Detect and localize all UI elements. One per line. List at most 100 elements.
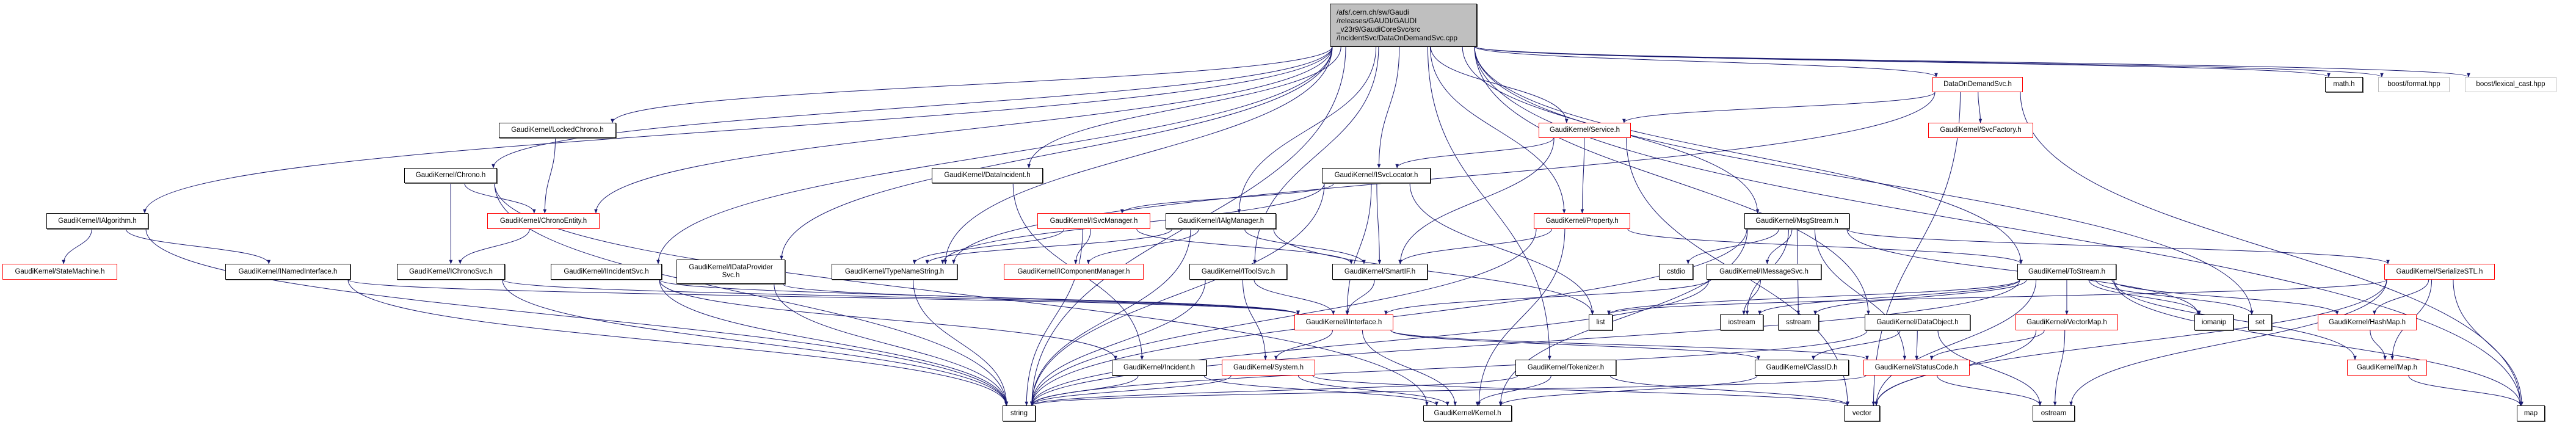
node-label: GaudiKernel/Tokenizer.h bbox=[1527, 363, 1605, 371]
node-maph[interactable]: GaudiKernel/Map.h bbox=[2347, 360, 2427, 376]
node-root[interactable]: /afs/.cern.ch/sw/Gaudi/releases/GAUDI/GA… bbox=[1330, 4, 1477, 46]
edge-chronoentity-to-ichronosvc bbox=[458, 228, 530, 264]
edge-service-to-smartif bbox=[1398, 137, 1555, 264]
edge-isvclocator-to-smartif bbox=[1376, 183, 1382, 264]
edge-imessagesvc-to-string bbox=[1030, 279, 1710, 406]
edge-chrono-to-chronoentity bbox=[464, 183, 536, 214]
node-tostream[interactable]: GaudiKernel/ToStream.h bbox=[2017, 264, 2116, 280]
node-label: GaudiKernel/IIncidentSvc.h bbox=[564, 267, 649, 275]
node-system[interactable]: GaudiKernel/System.h bbox=[1222, 360, 1315, 376]
edge-ialgorithm-to-string bbox=[145, 228, 1008, 406]
node-iomanip[interactable]: iomanip bbox=[2194, 314, 2233, 330]
node-label: GaudiKernel/StateMachine.h bbox=[15, 267, 105, 275]
node-list[interactable]: list bbox=[1589, 314, 1613, 330]
node-serializestl[interactable]: GaudiKernel/SerializeSTL.h bbox=[2384, 264, 2495, 280]
node-chrono[interactable]: GaudiKernel/Chrono.h bbox=[404, 168, 497, 183]
edge-property-to-string bbox=[1030, 228, 1537, 406]
node-label: map bbox=[2523, 409, 2538, 417]
edge-idataprovidersvc-to-iinterface bbox=[782, 283, 1300, 315]
node-statemachine[interactable]: GaudiKernel/StateMachine.h bbox=[2, 264, 117, 280]
node-hashmap[interactable]: GaudiKernel/HashMap.h bbox=[2318, 314, 2417, 330]
node-boostlexical[interactable]: boost/lexical_cast.hpp bbox=[2465, 77, 2556, 92]
node-iostream[interactable]: iostream bbox=[1720, 314, 1763, 330]
node-inamedinterface[interactable]: GaudiKernel/INamedInterface.h bbox=[225, 264, 350, 280]
edge-serializestl-to-hashmap bbox=[2373, 279, 2429, 315]
edge-tostream-to-string bbox=[1030, 279, 2020, 406]
edge-tostream-to-list bbox=[1607, 279, 2020, 315]
node-lockedchrono[interactable]: GaudiKernel/LockedChrono.h bbox=[499, 123, 616, 138]
node-label: GaudiKernel/DataIncident.h bbox=[944, 172, 1031, 179]
node-label: GaudiKernel/IChronoSvc.h bbox=[409, 267, 493, 275]
node-isvclocator[interactable]: GaudiKernel/ISvcLocator.h bbox=[1322, 168, 1431, 183]
node-label: GaudiKernel/SmartIF.h bbox=[1344, 267, 1416, 275]
node-smartif[interactable]: GaudiKernel/SmartIF.h bbox=[1332, 264, 1428, 280]
node-isvcmanager[interactable]: GaudiKernel/ISvcManager.h bbox=[1037, 213, 1150, 229]
node-label: Svc.h bbox=[722, 272, 740, 279]
node-chronoentity[interactable]: GaudiKernel/ChronoEntity.h bbox=[487, 213, 600, 229]
node-tokenizer[interactable]: GaudiKernel/Tokenizer.h bbox=[1515, 360, 1616, 376]
node-dataondemandsvc[interactable]: DataOnDemandSvc.h bbox=[1932, 77, 2023, 92]
node-itoolsvc[interactable]: GaudiKernel/IToolSvc.h bbox=[1189, 264, 1287, 280]
node-sstream[interactable]: sstream bbox=[1778, 314, 1819, 330]
node-label: cstdio bbox=[1666, 267, 1686, 275]
edge-typenamestring-to-string bbox=[913, 279, 1009, 406]
node-vector[interactable]: vector bbox=[1844, 405, 1880, 421]
node-ialgorithm[interactable]: GaudiKernel/IAlgorithm.h bbox=[46, 213, 148, 229]
edge-root-to-isvclocator bbox=[1377, 46, 1400, 169]
node-property[interactable]: GaudiKernel/Property.h bbox=[1534, 213, 1630, 229]
node-label: GaudiKernel/SerializeSTL.h bbox=[2396, 267, 2483, 275]
node-idataprovidersvc[interactable]: GaudiKernel/IDataProvider Svc.h bbox=[677, 260, 785, 284]
node-classid[interactable]: GaudiKernel/ClassID.h bbox=[1755, 360, 1849, 376]
node-incident[interactable]: GaudiKernel/Incident.h bbox=[1112, 360, 1206, 376]
node-iinterface[interactable]: GaudiKernel/IInterface.h bbox=[1294, 314, 1393, 330]
edge-hashmap-to-maph bbox=[2370, 330, 2387, 360]
edge-root-to-lockedchrono bbox=[611, 46, 1333, 123]
edge-root-to-iincidentsvc bbox=[656, 46, 1333, 264]
node-msgstream[interactable]: GaudiKernel/MsgStream.h bbox=[1744, 213, 1849, 229]
edge-root-to-property bbox=[1429, 46, 1566, 214]
node-vectormap[interactable]: GaudiKernel/VectorMap.h bbox=[2015, 314, 2118, 330]
node-ichronosvc[interactable]: GaudiKernel/IChronoSvc.h bbox=[397, 264, 505, 280]
node-statuscode[interactable]: GaudiKernel/StatusCode.h bbox=[1863, 360, 1970, 376]
edge-ialgmanager-to-typenamestring bbox=[925, 228, 1172, 264]
edge-ialgorithm-to-inamedinterface bbox=[125, 228, 271, 264]
node-label: GaudiKernel/Chrono.h bbox=[415, 172, 486, 179]
node-cstdio[interactable]: cstdio bbox=[1659, 264, 1693, 280]
node-imessagesvc[interactable]: GaudiKernel/IMessageSvc.h bbox=[1707, 264, 1821, 280]
node-ialgmanager[interactable]: GaudiKernel/IAlgManager.h bbox=[1166, 213, 1276, 229]
edge-root-to-map bbox=[1474, 46, 2522, 406]
edge-msgstream-to-kernel bbox=[1498, 228, 1748, 406]
edge-root-to-ialgorithm bbox=[143, 46, 1333, 214]
node-label: boost/format.hpp bbox=[2387, 81, 2440, 88]
node-dataincident[interactable]: GaudiKernel/DataIncident.h bbox=[932, 168, 1043, 183]
edge-ialgmanager-to-string bbox=[1030, 228, 1191, 406]
node-ostream[interactable]: ostream bbox=[2033, 405, 2075, 421]
node-map[interactable]: map bbox=[2517, 405, 2545, 421]
edge-serializestl-to-map bbox=[2453, 279, 2523, 406]
node-icomponentmanager[interactable]: GaudiKernel/IComponentManager.h bbox=[1004, 264, 1144, 280]
node-kernel[interactable]: GaudiKernel/Kernel.h bbox=[1423, 405, 1512, 421]
node-iincidentsvc[interactable]: GaudiKernel/IIncidentSvc.h bbox=[551, 264, 662, 280]
edge-tostream-to-iomanip bbox=[2088, 279, 2201, 315]
node-label: string bbox=[1010, 409, 1028, 417]
node-label: GaudiKernel/HashMap.h bbox=[2329, 318, 2406, 326]
node-string[interactable]: string bbox=[1003, 405, 1036, 421]
edge-root-to-dataondemandsvc bbox=[1474, 46, 1938, 78]
edge-msgstream-to-statuscode bbox=[1814, 228, 1907, 360]
edge-inamedinterface-to-string bbox=[347, 279, 1008, 406]
node-typenamestring[interactable]: GaudiKernel/TypeNameString.h bbox=[832, 264, 957, 280]
edge-isvcmanager-to-icomponentmanager bbox=[1074, 228, 1092, 264]
node-svcfactory[interactable]: GaudiKernel/SvcFactory.h bbox=[1928, 123, 2033, 138]
edge-incident-to-string bbox=[1030, 375, 1139, 406]
edge-tostream-to-sstream bbox=[1813, 279, 2027, 315]
edge-dataondemandsvc-to-svcfactory bbox=[1978, 92, 1983, 123]
node-mathh[interactable]: math.h bbox=[2325, 77, 2363, 92]
edge-iinterface-to-classid bbox=[1390, 330, 1760, 360]
node-service[interactable]: GaudiKernel/Service.h bbox=[1539, 123, 1631, 138]
node-set[interactable]: set bbox=[2248, 314, 2272, 330]
node-dataobject[interactable]: GaudiKernel/DataObject.h bbox=[1865, 314, 1970, 330]
edge-dataobject-to-ostream bbox=[1937, 330, 2042, 406]
node-label: /releases/GAUDI/GAUDI bbox=[1337, 16, 1417, 25]
node-boostformat[interactable]: boost/format.hpp bbox=[2378, 77, 2450, 92]
